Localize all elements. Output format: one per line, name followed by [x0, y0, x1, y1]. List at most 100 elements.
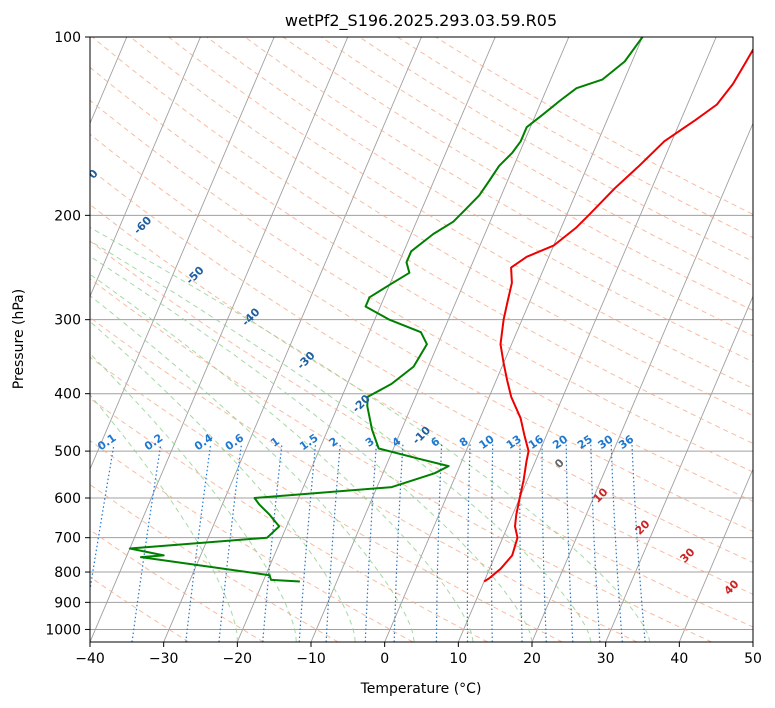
plot-area: -100-90-80-70-60-50-40-30-20-10 0.10.20.… — [21, 37, 753, 642]
dry-adiabat-line — [90, 576, 190, 642]
mixing-ratio-label: 10 — [477, 432, 497, 452]
dry-adiabat-label: 30 — [678, 545, 698, 565]
mixing-ratio-line — [565, 444, 574, 642]
dry-adiabat-line — [90, 440, 414, 642]
dry-adiabat-line — [320, 37, 753, 287]
mixing-ratio-line — [435, 444, 443, 642]
x-tick-label: 10 — [449, 651, 467, 667]
dry-adiabat-label: 0 — [552, 456, 567, 471]
moist-adiabat-line — [90, 255, 533, 642]
isotherm-line — [163, 37, 422, 642]
dry-adiabat-line — [90, 356, 563, 642]
mixing-ratio-label: 16 — [526, 432, 546, 452]
y-tick-label: 300 — [54, 313, 81, 329]
dry-adiabat-line — [90, 240, 753, 628]
temperature-line — [483, 47, 753, 583]
dry-adiabat-line — [90, 168, 753, 563]
mixing-ratio-line — [519, 444, 523, 642]
isotherm-line — [752, 640, 753, 642]
mixing-ratio-line — [490, 444, 494, 642]
dry-adiabat-label: 40 — [722, 577, 742, 597]
moist-adiabat-line — [90, 295, 415, 642]
dry-adiabat-line — [91, 37, 753, 445]
y-axis-label: Pressure (hPa) — [11, 289, 27, 389]
dewpoint-line — [128, 37, 644, 583]
isotherm-line — [678, 467, 753, 642]
moist-adiabat-line — [90, 320, 356, 642]
mixing-ratio-label: 4 — [390, 435, 404, 450]
dry-adiabat-line — [90, 397, 488, 642]
isotherm-label: -80 — [21, 127, 44, 150]
x-tick-label: −10 — [296, 651, 326, 667]
mixing-ratio-label: 0.4 — [192, 431, 216, 453]
x-axis: −40 −30 −20 −10 0 10 20 30 40 50 — [75, 642, 762, 667]
mixing-ratio-label: 13 — [504, 433, 524, 452]
dry-adiabat-line — [168, 37, 753, 389]
dry-adiabat-label: 20 — [633, 517, 653, 537]
mixing-ratio-line — [298, 444, 317, 642]
dry-adiabat-line — [359, 37, 753, 262]
mixing-ratio-line — [218, 444, 242, 642]
mixing-ratio-labels: 0.1 0.2 0.4 0.6 1 1.5 2 3 4 6 8 10 13 16 20 25 30 36 — [95, 431, 636, 453]
moist-adiabat-line — [90, 226, 651, 642]
y-tick-label: 400 — [54, 387, 81, 403]
mixing-ratio-label: 1.5 — [297, 431, 320, 453]
y-tick-label: 500 — [54, 444, 81, 460]
dry-adiabat-line — [90, 529, 264, 642]
mixing-ratio-line — [610, 444, 623, 642]
dry-adiabat-line — [90, 66, 753, 473]
isotherm-label: -70 — [77, 167, 100, 190]
plot-frame — [89, 36, 754, 643]
isotherm-label: -60 — [131, 214, 154, 237]
isotherm-label: -10 — [410, 424, 433, 447]
mixing-ratio-label: 2 — [327, 435, 341, 450]
isotherm-line — [457, 37, 717, 642]
mixing-ratio-line — [541, 444, 547, 642]
isotherm-line — [90, 37, 201, 298]
isotherm-label: -50 — [183, 264, 206, 287]
isotherm-line — [531, 122, 753, 642]
isotherm-line — [90, 37, 275, 471]
isotherm-line — [90, 37, 349, 642]
dry-adiabat-line — [130, 37, 753, 417]
mixing-ratio-line — [185, 444, 212, 642]
isotherm-label: -30 — [294, 349, 317, 372]
mixing-ratio-label: 8 — [457, 435, 471, 450]
mixing-ratio-label: 6 — [428, 435, 442, 450]
dry-adiabat-label: 10 — [591, 485, 611, 505]
x-tick-label: 0 — [380, 651, 389, 667]
y-tick-label: 600 — [54, 491, 81, 507]
mixing-ratio-line — [393, 444, 404, 642]
isotherm-label: -40 — [239, 305, 262, 328]
x-tick-label: −20 — [223, 651, 253, 667]
mixing-ratio-line — [325, 444, 341, 642]
isotherm-line — [605, 295, 753, 642]
y-tick-label: 800 — [54, 565, 81, 581]
mixing-ratio-line — [631, 444, 646, 642]
dry-adiabat-line — [244, 37, 753, 337]
x-tick-label: 20 — [523, 651, 541, 667]
isotherm-line — [384, 37, 643, 642]
mixing-ratio-line — [364, 444, 377, 642]
mixing-ratio-label: 30 — [595, 432, 615, 452]
moist-adiabat-line — [90, 394, 238, 642]
mixing-ratio-label: 0.2 — [142, 431, 165, 453]
dry-adiabat-line — [90, 133, 753, 533]
profile-lines — [128, 37, 753, 583]
y-tick-label: 900 — [54, 595, 81, 611]
background-lines — [90, 37, 753, 642]
dry-adiabat-line — [435, 37, 753, 215]
dry-adiabat-line — [282, 37, 753, 312]
x-axis-label: Temperature (°C) — [360, 681, 482, 697]
x-tick-label: 30 — [597, 651, 615, 667]
chart-title: wetPf2_S196.2025.293.03.59.R05 — [285, 11, 557, 31]
dry-adiabat-line — [397, 37, 753, 239]
mixing-ratio-label: 0.6 — [223, 431, 247, 453]
moist-adiabat-line — [90, 240, 592, 642]
y-tick-label: 200 — [54, 208, 81, 224]
dry-adiabat-line — [90, 483, 339, 642]
isotherm-line — [236, 37, 496, 642]
x-tick-label: −30 — [149, 651, 179, 667]
x-tick-label: −40 — [75, 651, 105, 667]
